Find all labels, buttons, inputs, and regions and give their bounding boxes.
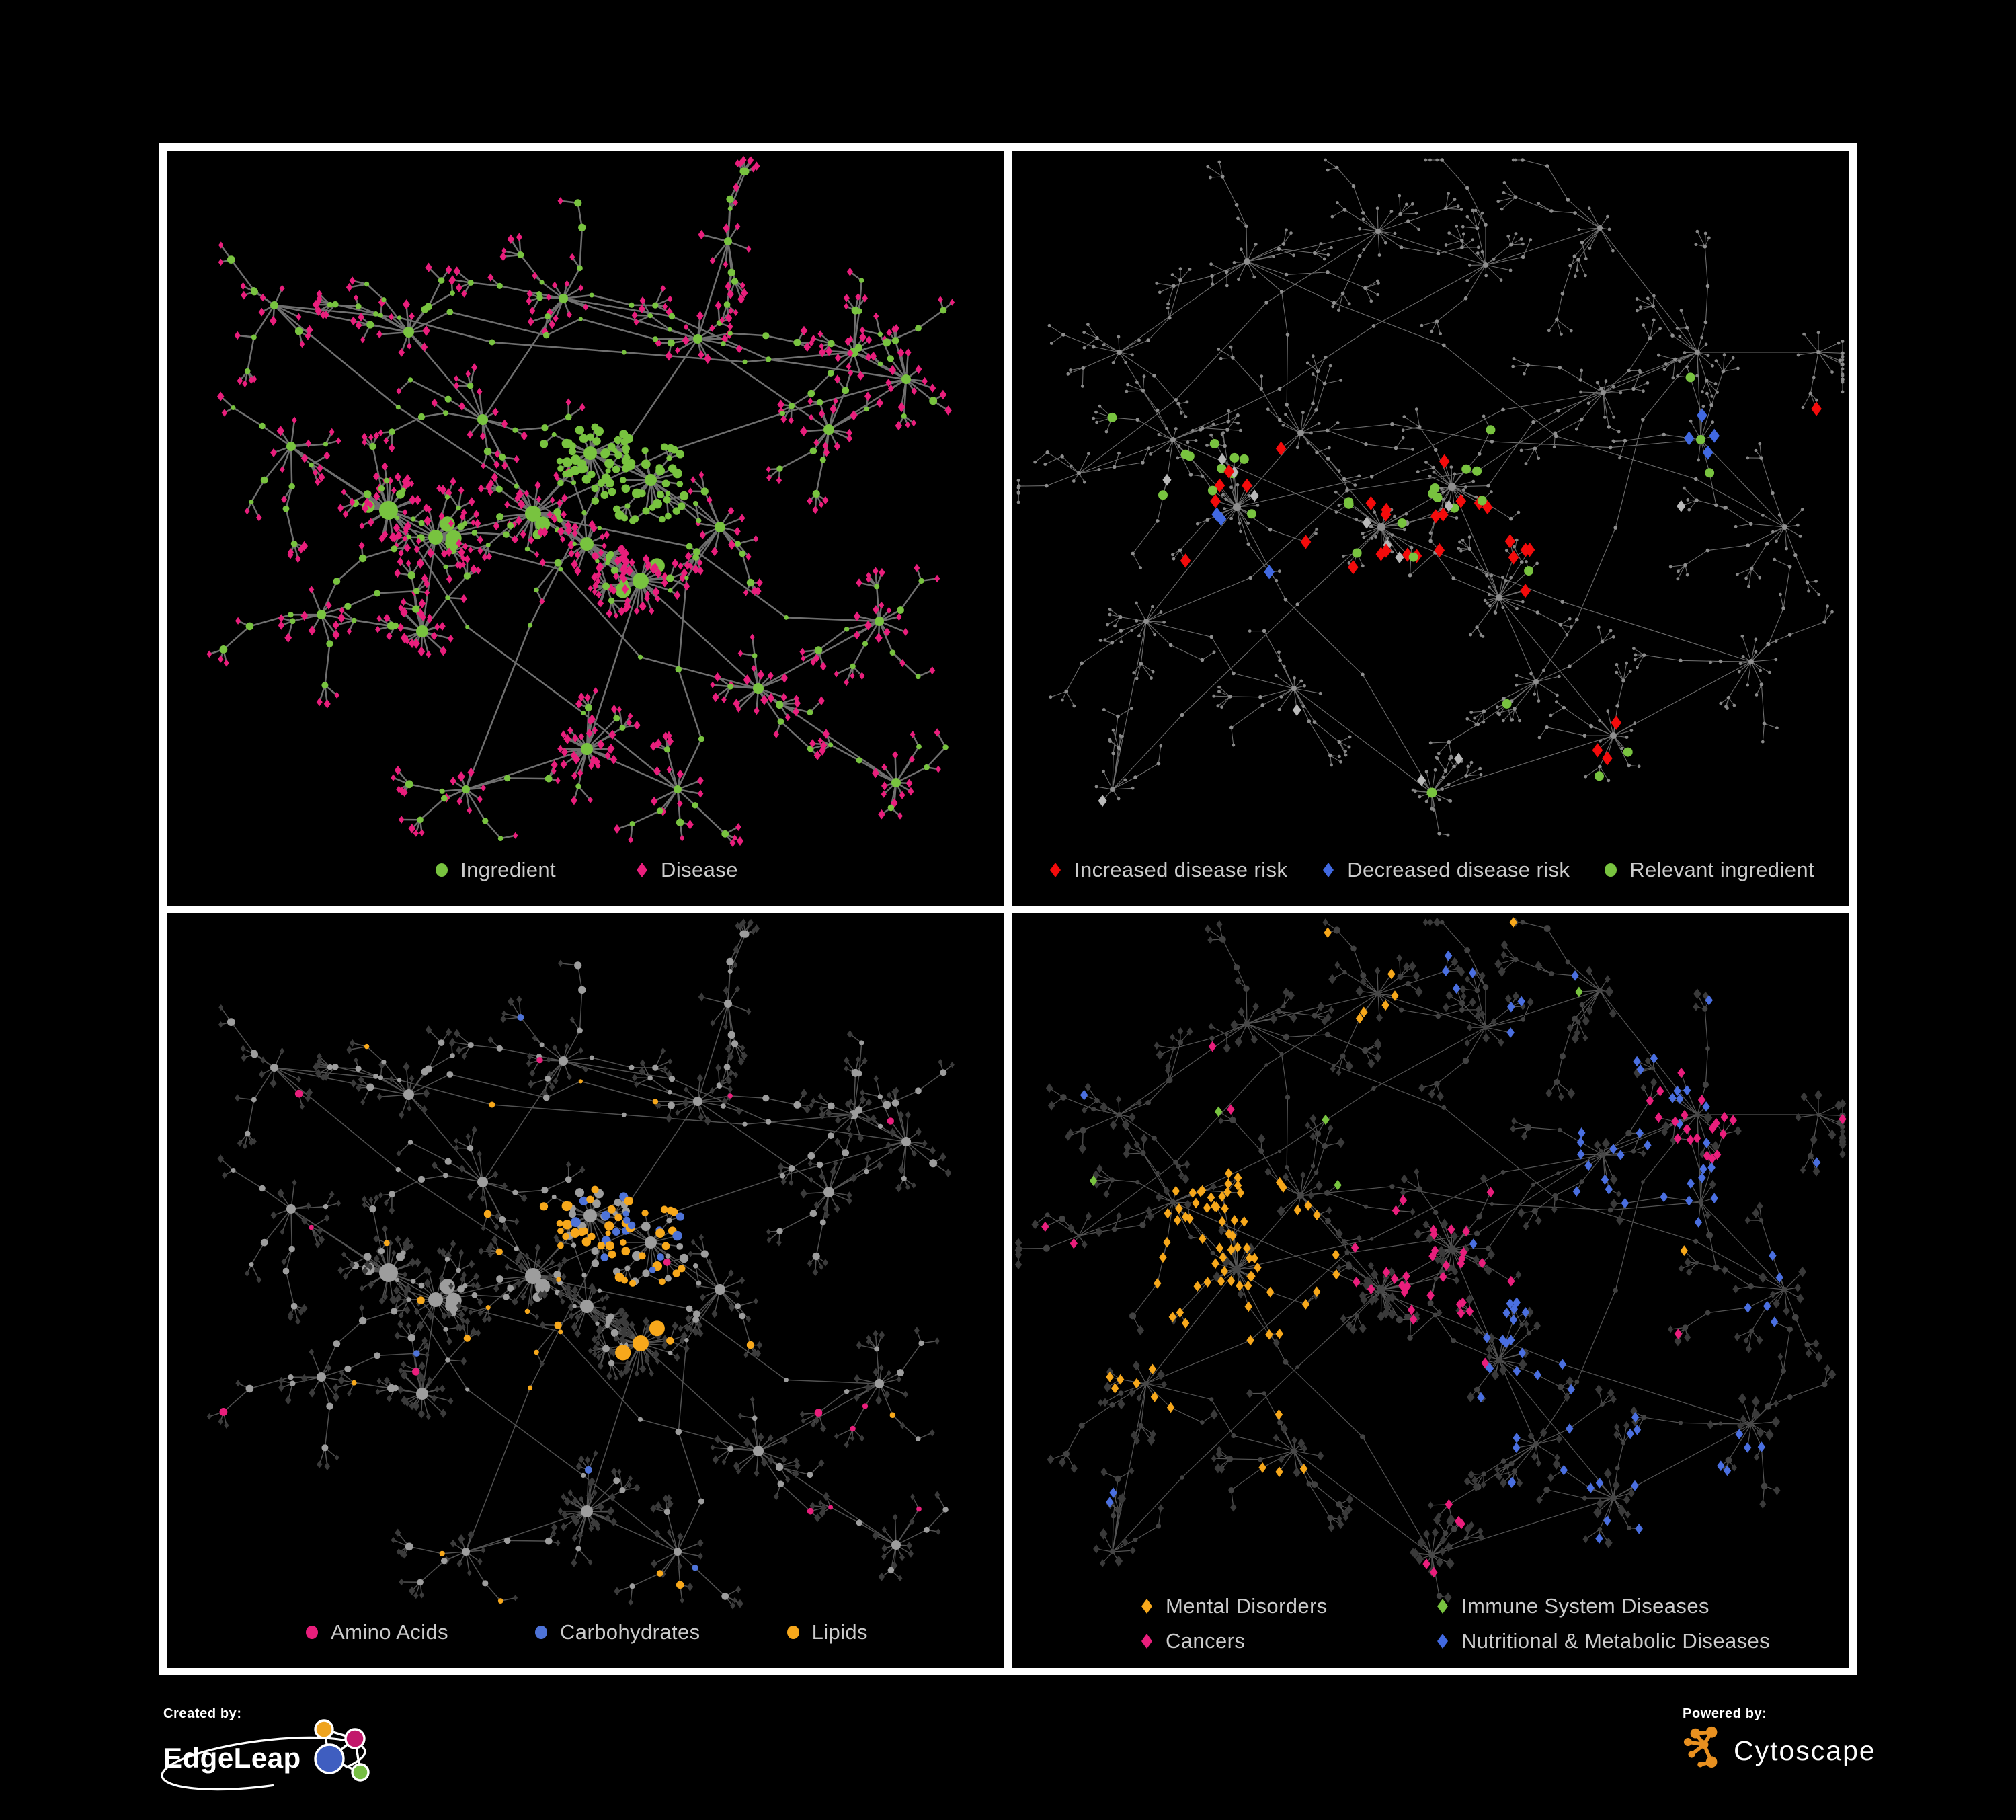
legend-label: Mental Disorders: [1166, 1594, 1328, 1618]
network-nodes: [1014, 917, 1847, 1603]
legend-marker-diamond: [1141, 1634, 1152, 1649]
panel-nutrient-classes: Amino Acids Carbohydrates Lipids: [167, 913, 1004, 1668]
ingredient-disease-legend: Ingredient Disease: [167, 858, 1004, 882]
legend-label: Nutritional & Metabolic Diseases: [1461, 1629, 1771, 1653]
network-highlight-nodes: [219, 1014, 922, 1604]
legend-label: Carbohydrates: [560, 1620, 700, 1644]
legend-item-carbohydrates: Carbohydrates: [532, 1620, 700, 1645]
network-nodes: [206, 918, 955, 1610]
legend-item-nutritional-metabolic-diseases: Nutritional & Metabolic Diseases: [1434, 1629, 1770, 1653]
legend-item-relevant-ingredient: Relevant ingredient: [1602, 858, 1814, 882]
panel-disease-categories: Mental Disorders Immune System Diseases Ca…: [1012, 913, 1849, 1668]
network-nodes: [206, 155, 955, 847]
panel-disease-risk: Increased disease risk Decreased disease …: [1012, 151, 1849, 906]
nutrient-classes-legend: Amino Acids Carbohydrates Lipids: [167, 1620, 1004, 1645]
disease-risk-network: [1016, 158, 1845, 837]
legend-marker-circle: [535, 1626, 548, 1639]
legend-label: Lipids: [811, 1620, 868, 1644]
edgeleap-logo-text: EdgeLeap: [163, 1742, 301, 1774]
legend-item-increased-disease-risk: Increased disease risk: [1047, 858, 1287, 882]
legend-label: Decreased disease risk: [1347, 858, 1570, 881]
legend-marker-circle: [306, 1626, 319, 1639]
legend-marker-circle: [436, 863, 448, 877]
cytoscape-logo-icon: [1683, 1726, 1718, 1768]
legend-marker-diamond: [1437, 1634, 1448, 1649]
network-edges: [208, 159, 953, 844]
legend-label: Ingredient: [460, 858, 557, 881]
legend-marker-diamond: [637, 863, 648, 877]
legend-item-cancers: Cancers: [1138, 1629, 1397, 1653]
legend-label: Disease: [661, 858, 738, 881]
legend-marker-diamond: [1437, 1599, 1448, 1614]
disease-risk-legend: Increased disease risk Decreased disease …: [1012, 858, 1849, 882]
disease-categories-network: [1014, 917, 1847, 1603]
edgeleap-brand-row: EdgeLeap: [161, 1719, 378, 1791]
legend-item-disease: Disease: [633, 858, 738, 882]
legend-label: Immune System Diseases: [1461, 1594, 1709, 1618]
legend-item-decreased-disease-risk: Decreased disease risk: [1320, 858, 1570, 882]
legend-item-amino-acids: Amino Acids: [303, 1620, 448, 1645]
legend-item-lipids: Lipids: [784, 1620, 868, 1645]
nutrient-classes-network: [206, 918, 955, 1610]
network-edges: [1018, 922, 1843, 1598]
edgeleap-logo-icon: [314, 1719, 370, 1782]
network-nodes: [1016, 158, 1845, 837]
network-edges: [1018, 159, 1843, 836]
legend-marker-diamond: [1323, 863, 1334, 877]
legend-marker-circle: [787, 1626, 799, 1639]
legend-label: Amino Acids: [331, 1620, 449, 1644]
network-edges: [208, 922, 953, 1606]
panels-grid: Ingredient Disease Increased disease risk…: [159, 143, 1857, 1675]
panel-ingredient-disease: Ingredient Disease: [167, 151, 1004, 906]
cytoscape-credit: Powered by: Cytoscape: [1683, 1706, 1876, 1776]
legend-item-immune-system-diseases: Immune System Diseases: [1434, 1594, 1770, 1618]
cytoscape-logo-text: Cytoscape: [1734, 1735, 1876, 1766]
legend-item-ingredient: Ingredient: [433, 858, 556, 882]
legend-label: Relevant ingredient: [1629, 858, 1814, 881]
network-highlight-nodes: [1041, 917, 1847, 1578]
network-highlight-nodes: [1098, 372, 1822, 807]
disease-categories-legend: Mental Disorders Immune System Diseases Ca…: [1012, 1594, 1849, 1653]
legend-marker-diamond: [1141, 1599, 1152, 1614]
ingredient-disease-network: [206, 155, 955, 847]
legend-marker-diamond: [1050, 863, 1061, 877]
powered-by-label: Powered by:: [1683, 1706, 1767, 1721]
legend-marker-circle: [1605, 863, 1617, 877]
cytoscape-brand-row: Cytoscape: [1683, 1726, 1876, 1776]
legend-label: Increased disease risk: [1074, 858, 1288, 881]
edgeleap-credit: Created by: EdgeLeap: [161, 1706, 378, 1791]
created-by-label: Created by:: [163, 1706, 242, 1721]
legend-item-mental-disorders: Mental Disorders: [1138, 1594, 1397, 1618]
legend-label: Cancers: [1166, 1629, 1246, 1653]
